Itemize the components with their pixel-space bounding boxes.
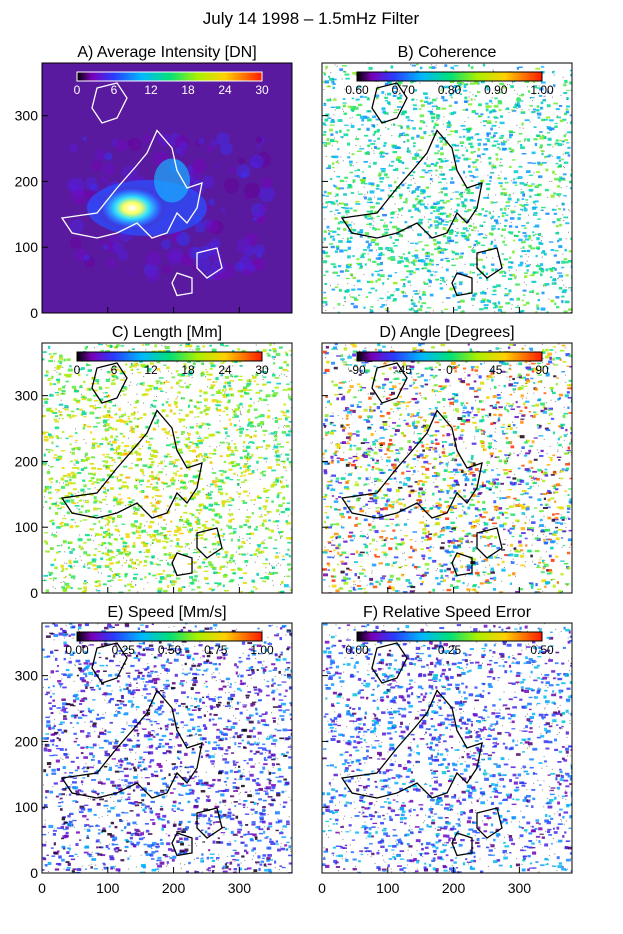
plot-frame — [321, 62, 573, 314]
colorbar-tick-label: 0.80 — [438, 83, 462, 97]
colorbar-tick-label: 0.70 — [392, 83, 416, 97]
colorbar-tick-label: 1.00 — [530, 83, 554, 97]
heatmap-texture — [322, 343, 572, 593]
y-tick-label: 200 — [15, 173, 39, 189]
colorbar-tick-label: 0 — [446, 363, 453, 377]
plot-frame — [41, 342, 293, 594]
colorbar-tick-label: 45 — [489, 363, 503, 377]
heatmap-texture — [322, 623, 572, 873]
plot-frame — [321, 342, 573, 594]
y-tick-label: 100 — [15, 239, 39, 255]
colorbar — [76, 631, 263, 642]
colorbar — [76, 71, 263, 82]
contour-lines — [340, 82, 503, 297]
panel-title: F) Relative Speed Error — [363, 604, 532, 621]
colorbar-tick-label: 0.50 — [530, 643, 554, 657]
y-tick-label: 0 — [30, 865, 38, 881]
colorbar-tick-label: 1.00 — [250, 643, 274, 657]
panel-title: B) Coherence — [398, 44, 497, 61]
colorbar — [356, 351, 543, 362]
colorbar-tick-label: 18 — [181, 83, 195, 97]
y-tick-label: 300 — [15, 108, 39, 124]
y-tick-label: 300 — [15, 668, 39, 684]
chart-panel-1: A) Average Intensity [DN]0 6 12 18 24 3001002… — [15, 44, 293, 321]
plot-frame — [41, 622, 293, 874]
x-tick-label: 300 — [508, 880, 532, 896]
colorbar-tick-label: -90 — [348, 363, 366, 377]
colorbar-tick-label: -45 — [395, 363, 413, 377]
y-tick-label: 200 — [15, 733, 39, 749]
panel-title: C) Length [Mm] — [112, 324, 222, 341]
y-tick-label: 0 — [30, 305, 38, 321]
contour-lines — [340, 642, 503, 857]
colorbar-tick-label: 6 — [111, 83, 118, 97]
figure-title: July 14 1998 – 1.5mHz Filter — [203, 9, 420, 28]
colorbar — [356, 631, 543, 642]
colorbar-tick-label: 12 — [144, 363, 158, 377]
colorbar-tick-label: 0 — [74, 363, 81, 377]
colorbar-tick-label: 0.90 — [484, 83, 508, 97]
chart-panel-6: F) Relative Speed Error 0.00 0.25 0.50 0 100 2… — [318, 604, 573, 896]
x-tick-label: 100 — [376, 880, 400, 896]
colorbar-tick-label: 0 — [74, 83, 81, 97]
y-tick-label: 200 — [15, 453, 39, 469]
colorbar — [356, 71, 543, 82]
colorbar-tick-label: 0.75 — [204, 643, 228, 657]
heatmap-texture — [322, 63, 572, 313]
contour-lines — [60, 82, 223, 297]
colorbar-tick-label: 0.50 — [158, 643, 182, 657]
colorbar-tick-label: 24 — [218, 83, 232, 97]
contour-lines — [340, 362, 503, 577]
x-tick-label: 300 — [228, 880, 252, 896]
colorbar-tick-label: 0.25 — [438, 643, 462, 657]
plot-background — [322, 623, 572, 873]
colorbar-tick-label: 12 — [144, 83, 158, 97]
colorbar — [76, 351, 263, 362]
colorbar-tick-label: 0.00 — [345, 643, 369, 657]
y-tick-label: 0 — [30, 585, 38, 601]
colorbar-tick-label: 30 — [255, 83, 269, 97]
x-tick-label: 0 — [318, 880, 326, 896]
colorbar-tick-label: 90 — [535, 363, 549, 377]
chart-panel-4: D) Angle [Degrees] -90 -45 0 45 90 — [321, 324, 573, 594]
plot-frame — [41, 62, 293, 314]
panel-title: D) Angle [Degrees] — [379, 324, 514, 341]
colorbar-tick-label: 0.25 — [112, 643, 136, 657]
colorbar-tick-label: 18 — [181, 363, 195, 377]
panel-title: E) Speed [Mm/s] — [107, 604, 226, 621]
colorbar-tick-label: 24 — [218, 363, 232, 377]
x-tick-label: 0 — [38, 880, 46, 896]
contour-lines — [60, 362, 223, 577]
colorbar-tick-label: 0.00 — [65, 643, 89, 657]
colorbar-tick-label: 0.60 — [345, 83, 369, 97]
heatmap-texture — [42, 343, 292, 593]
y-tick-label: 100 — [15, 519, 39, 535]
panel-title: A) Average Intensity [DN] — [77, 44, 256, 61]
x-tick-label: 200 — [162, 880, 186, 896]
x-tick-label: 200 — [442, 880, 466, 896]
chart-panel-5: E) Speed [Mm/s] 0.00 0.25 0.50 0.75 1.00 0 100 2… — [15, 604, 293, 896]
y-tick-label: 300 — [15, 388, 39, 404]
colorbar-tick-label: 30 — [255, 363, 269, 377]
x-tick-label: 100 — [96, 880, 120, 896]
y-tick-label: 100 — [15, 799, 39, 815]
plot-frame — [321, 622, 573, 874]
contour-lines — [60, 642, 223, 857]
chart-panel-2: B) Coherence 0.60 0.70 0.80 0.90 1.00 — [321, 44, 573, 314]
heatmap-texture — [66, 132, 275, 283]
colorbar-tick-label: 6 — [111, 363, 118, 377]
